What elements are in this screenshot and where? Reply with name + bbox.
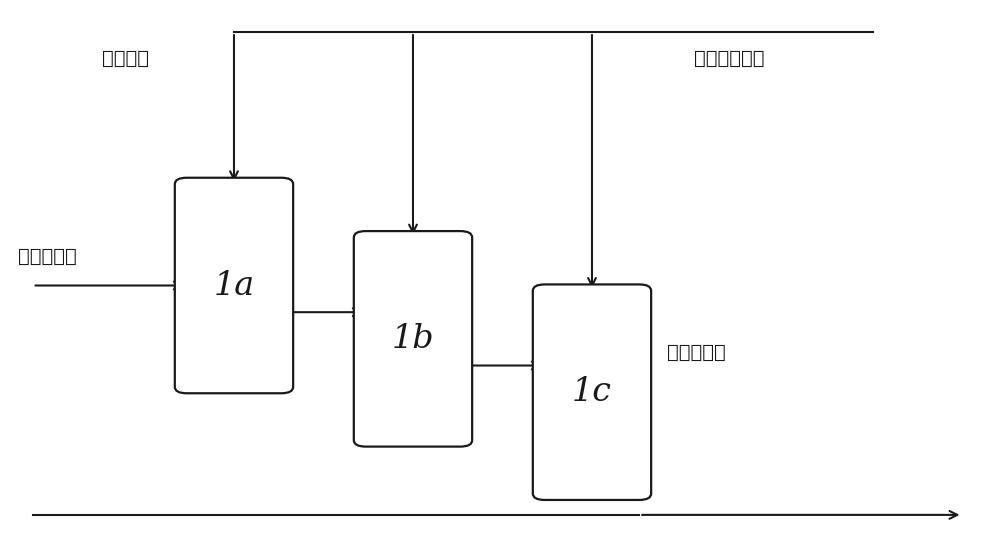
Text: 动力气源: 动力气源 (102, 49, 149, 68)
FancyBboxPatch shape (354, 231, 472, 447)
Text: 1b: 1b (392, 323, 434, 355)
FancyBboxPatch shape (533, 285, 651, 500)
Text: 动力气源总管: 动力气源总管 (694, 49, 764, 68)
Text: 1c: 1c (572, 376, 612, 408)
Text: 去下游用户: 去下游用户 (667, 343, 726, 362)
Text: 低压侧气体: 低压侧气体 (18, 247, 76, 266)
Text: 1a: 1a (213, 270, 255, 301)
FancyBboxPatch shape (175, 178, 293, 393)
